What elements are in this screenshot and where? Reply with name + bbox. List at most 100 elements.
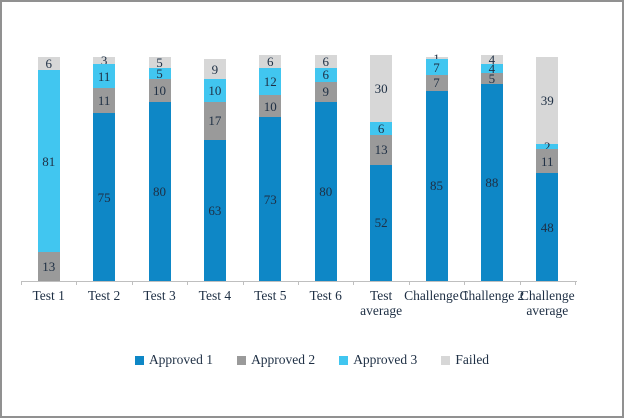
- stacked-bar: 88 5 4 4: [480, 51, 503, 281]
- bar-value-label: 5: [488, 70, 496, 86]
- bar-segment-approved-3: 6: [314, 67, 337, 83]
- bar-segment-failed: 9: [203, 59, 226, 80]
- bar-value-label: 11: [97, 68, 111, 84]
- stacked-bar: 13 81 6: [37, 56, 60, 281]
- bar-segment-failed: 6: [259, 54, 282, 69]
- bar-value-label: 6: [267, 54, 274, 69]
- legend-item-approved-1: Approved 1: [134, 352, 214, 368]
- bar-value-label: 6: [45, 56, 52, 72]
- bar-value-label: 81: [42, 153, 56, 169]
- bar-segment-approved-1: 48: [536, 173, 559, 281]
- bar-value-label: 10: [208, 83, 222, 99]
- x-axis-tick: [575, 281, 576, 285]
- stacked-bar: 48 11 2 39: [536, 57, 559, 281]
- legend-label: Approved 1: [148, 352, 214, 367]
- bar-segment-approved-1: 63: [203, 139, 226, 281]
- bar-value-label: 17: [208, 113, 222, 129]
- plot-area: 13 81 6 75 11 11 3 80 10 5 5 63 17 10 9 73 10 12 6 80 9 6 6 52 1…: [21, 2, 577, 281]
- bar-segment-approved-1: 52: [370, 164, 393, 281]
- bar-value-label: 9: [322, 84, 329, 100]
- bar-segment-failed: 1: [425, 52, 448, 65]
- bar-value-label: 6: [322, 54, 329, 69]
- bar-segment-approved-1: 75: [93, 113, 116, 281]
- bar-value-label: 11: [97, 93, 111, 109]
- bar-value-label: 88: [485, 174, 499, 190]
- bar-value-label: 80: [319, 183, 333, 199]
- bar-value-label: 52: [374, 215, 388, 231]
- bar-segment-approved-2: 13: [37, 251, 60, 281]
- bar-value-label: 1: [433, 50, 440, 66]
- bar-segment-approved-3: 12: [259, 68, 282, 96]
- bar-value-label: 6: [322, 67, 329, 83]
- bar-value-label: 39: [540, 93, 554, 109]
- bar-segment-approved-3: 10: [203, 79, 226, 102]
- legend-label: Failed: [455, 352, 490, 367]
- bar-segment-approved-1: 88: [480, 83, 503, 281]
- bar-segment-failed: 39: [536, 57, 559, 145]
- x-axis-tick: [408, 281, 410, 285]
- legend-label: Approved 3: [353, 352, 418, 367]
- legend-item-approved-3: Approved 3: [339, 352, 417, 368]
- stacked-bar: 80 10 5 5: [148, 55, 171, 281]
- bar-value-label: 5: [156, 66, 163, 82]
- bar-value-label: 13: [42, 258, 56, 274]
- legend-swatch-icon: [134, 355, 144, 365]
- x-axis-label: Challenge 2: [459, 288, 525, 303]
- x-axis-label: Challenge average: [519, 288, 575, 318]
- bar-value-label: 7: [433, 75, 440, 91]
- bar-value-label: 9: [211, 61, 219, 77]
- bar-segment-failed: 3: [93, 52, 116, 68]
- x-axis-tick: [464, 281, 466, 285]
- legend-item-failed: Failed: [441, 352, 489, 368]
- x-axis-label: Challenge 1: [404, 288, 469, 303]
- x-axis-tick: [519, 281, 521, 285]
- bar-segment-approved-3: 11: [93, 63, 116, 89]
- stacked-bar: 80 9 6 6: [314, 54, 337, 281]
- bar-segment-failed: 6: [314, 54, 337, 69]
- bar-segment-approved-2: 13: [370, 135, 393, 165]
- bar-segment-failed: 4: [480, 51, 503, 67]
- bar-segment-approved-1: 80: [314, 101, 337, 281]
- x-axis-label: Test 5: [254, 288, 287, 303]
- x-axis-tick: [76, 281, 78, 285]
- bar-segment-approved-3: 4: [480, 62, 503, 75]
- stacked-bar: 73 10 12 6: [259, 54, 282, 281]
- bar-segment-approved-2: 5: [480, 70, 503, 86]
- bar-segment-approved-2: 11: [93, 88, 116, 113]
- bar-segment-failed: 30: [370, 54, 393, 122]
- x-axis-label: Test 2: [87, 288, 121, 303]
- bar-value-label: 6: [377, 121, 385, 137]
- bar-segment-approved-1: 73: [259, 117, 282, 281]
- x-axis-tick: [187, 281, 189, 285]
- bar-segment-approved-1: 85: [425, 90, 448, 281]
- legend: Approved 1 Approved 2 Approved 3 Failed: [2, 352, 622, 368]
- bar-segment-approved-2: 10: [259, 95, 282, 118]
- bar-segment-approved-1: 80: [148, 101, 171, 281]
- x-axis-tick: [353, 281, 355, 285]
- bar-segment-failed: 5: [148, 55, 171, 71]
- bar-value-label: 30: [374, 80, 388, 96]
- bar-value-label: 11: [541, 153, 554, 169]
- x-axis-label: Test 4: [198, 288, 232, 303]
- bar-value-label: 4: [488, 51, 496, 67]
- bar-value-label: 3: [100, 52, 108, 68]
- x-axis-tick: [242, 281, 244, 285]
- bar-value-label: 13: [374, 142, 388, 158]
- bar-segment-approved-2: 9: [314, 81, 337, 102]
- bar-value-label: 7: [433, 59, 440, 75]
- bar-segment-approved-2: 10: [148, 79, 171, 102]
- x-axis-label: Test average: [360, 288, 403, 318]
- bar-value-label: 5: [156, 55, 163, 71]
- x-axis-line: [21, 281, 577, 282]
- legend-label: Approved 2: [251, 352, 316, 367]
- legend-swatch-icon: [339, 355, 349, 365]
- x-axis-tick: [131, 281, 133, 285]
- bar-segment-approved-3: 7: [425, 59, 448, 75]
- bar-value-label: 2: [544, 139, 551, 155]
- x-axis-tick: [21, 281, 22, 285]
- bar-value-label: 10: [263, 98, 277, 114]
- bar-segment-approved-3: 81: [37, 70, 60, 252]
- x-axis-label: Test 6: [309, 288, 342, 303]
- x-axis-label: Test 1: [32, 288, 65, 303]
